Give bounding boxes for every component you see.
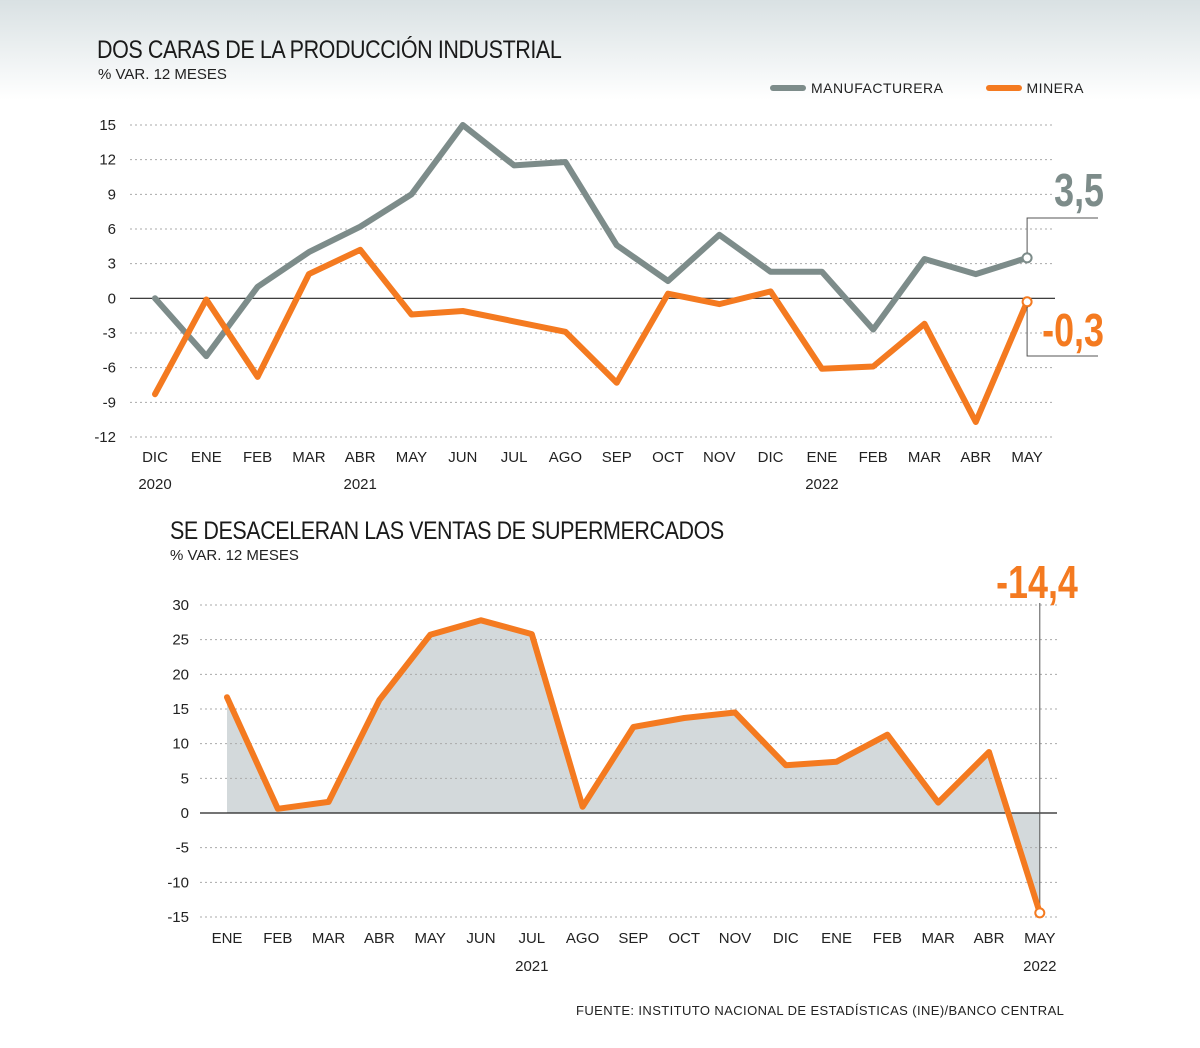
chart2-x-tick: ENE xyxy=(212,930,243,947)
chart2-x-tick: ENE xyxy=(821,930,852,947)
chart2-title: SE DESACELERAN LAS VENTAS DE SUPERMERCAD… xyxy=(170,517,724,545)
callout-supermercados: -14,4 xyxy=(996,557,1078,608)
chart2-x-tick: FEB xyxy=(263,930,292,947)
chart1-year-label: 2020 xyxy=(138,476,171,493)
chart1-x-tick: ABR xyxy=(960,449,991,466)
chart2-y-tick: 25 xyxy=(172,632,189,649)
chart2-y-tick: 15 xyxy=(172,701,189,718)
chart1-x-tick: OCT xyxy=(652,449,684,466)
chart2-x-tick: DIC xyxy=(773,930,799,947)
end-point-minera xyxy=(1021,296,1033,308)
legend-label-manufacturera: MANUFACTURERA xyxy=(811,80,944,96)
callout-manufacturera: 3,5 xyxy=(1054,165,1104,216)
callout-leader-manufacturera xyxy=(1026,217,1098,253)
series-line-minera xyxy=(152,246,1031,425)
chart1-y-tick: -3 xyxy=(103,325,116,342)
legend-item-manufacturera: MANUFACTURERA xyxy=(770,80,944,96)
end-point-manufacturera xyxy=(1021,252,1033,264)
chart2-x-tick: OCT xyxy=(668,930,700,947)
chart1-x-tick: JUL xyxy=(501,449,528,466)
chart1-subtitle: % VAR. 12 MESES xyxy=(98,66,227,83)
chart1-x-tick: MAR xyxy=(908,449,942,466)
chart1-x-tick: FEB xyxy=(859,449,888,466)
chart1-x-tick: SEP xyxy=(602,449,632,466)
chart1-svg: 15 12 9 6 3 0 -3 -6 -9 -12 DIC ENE FEB MAR ABR MAY JUN JU… xyxy=(94,117,1104,493)
chart1-x-tick: ENE xyxy=(191,449,222,466)
chart2-x-tick: ABR xyxy=(364,930,395,947)
chart2-x-tick: MAY xyxy=(1024,930,1055,947)
chart1-y-tick: -9 xyxy=(103,394,116,411)
chart2-year-label: 2021 xyxy=(515,958,548,975)
series-line-supermercados xyxy=(224,617,1043,916)
chart1-x-tick: MAY xyxy=(1011,449,1042,466)
chart1-y-tick: 12 xyxy=(99,152,116,169)
header-band xyxy=(0,0,1200,100)
chart2-y-tick: 20 xyxy=(172,666,189,683)
chart2-x-tick: AGO xyxy=(566,930,599,947)
chart1-x-tick: ABR xyxy=(345,449,376,466)
chart2-y-tick: 0 xyxy=(181,805,189,822)
chart2-x-tick: JUL xyxy=(518,930,545,947)
chart1-y-tick: -6 xyxy=(103,360,116,377)
chart1-x-tick: JUN xyxy=(448,449,477,466)
chart1-x-tick: DIC xyxy=(142,449,168,466)
chart2-year-label: 2022 xyxy=(1023,958,1056,975)
chart2-y-tick: -5 xyxy=(176,840,189,857)
legend-label-minera: MINERA xyxy=(1026,80,1084,96)
chart2-area-fill xyxy=(227,620,1040,913)
source-note: FUENTE: INSTITUTO NACIONAL DE ESTADÍSTIC… xyxy=(576,1003,1065,1018)
chart1-y-tick: 15 xyxy=(99,117,116,134)
chart1-y-tick: 3 xyxy=(108,256,116,273)
chart2-y-tick: 5 xyxy=(181,770,189,787)
chart2-x-tick: NOV xyxy=(719,930,752,947)
chart1-year-label: 2021 xyxy=(344,476,377,493)
chart1-x-tick: ENE xyxy=(806,449,837,466)
chart1-title: DOS CARAS DE LA PRODUCCIÓN INDUSTRIAL xyxy=(97,36,562,64)
chart1-x-tick: AGO xyxy=(549,449,582,466)
chart1-y-tick: 6 xyxy=(108,221,116,238)
chart2-subtitle: % VAR. 12 MESES xyxy=(170,547,299,564)
chart1-y-tick: -12 xyxy=(94,429,116,446)
chart1-legend: MANUFACTURERA MINERA xyxy=(770,80,1126,96)
chart2-x-tick: JUN xyxy=(466,930,495,947)
chart2-x-tick: FEB xyxy=(873,930,902,947)
chart1-x-tick: DIC xyxy=(758,449,784,466)
chart1-x-tick: NOV xyxy=(703,449,736,466)
chart1-y-tick: 9 xyxy=(108,186,116,203)
chart1-x-tick: FEB xyxy=(243,449,272,466)
chart2-x-tick: SEP xyxy=(618,930,648,947)
series-line-manufacturera xyxy=(152,122,1031,360)
legend-swatch-manufacturera xyxy=(770,85,806,91)
chart2-x-tick: ABR xyxy=(974,930,1005,947)
legend-swatch-minera xyxy=(985,85,1022,91)
chart2-y-tick: -10 xyxy=(167,874,189,891)
legend-item-minera: MINERA xyxy=(985,80,1084,96)
chart2-y-tick: 10 xyxy=(172,736,189,753)
chart1-x-tick: MAY xyxy=(396,449,427,466)
chart1-x-tick: MAR xyxy=(292,449,326,466)
callout-leader-minera xyxy=(1026,306,1098,357)
chart2-x-tick: MAR xyxy=(312,930,346,947)
callout-minera: -0,3 xyxy=(1042,305,1104,356)
chart2-y-tick: -15 xyxy=(167,909,189,926)
chart2-x-tick: MAR xyxy=(922,930,956,947)
chart1-year-label: 2022 xyxy=(805,476,838,493)
chart2-x-tick: MAY xyxy=(414,930,445,947)
end-point-supermercados xyxy=(1034,907,1046,919)
chart2-y-tick: 30 xyxy=(172,597,189,614)
chart1-y-tick: 0 xyxy=(108,290,116,307)
